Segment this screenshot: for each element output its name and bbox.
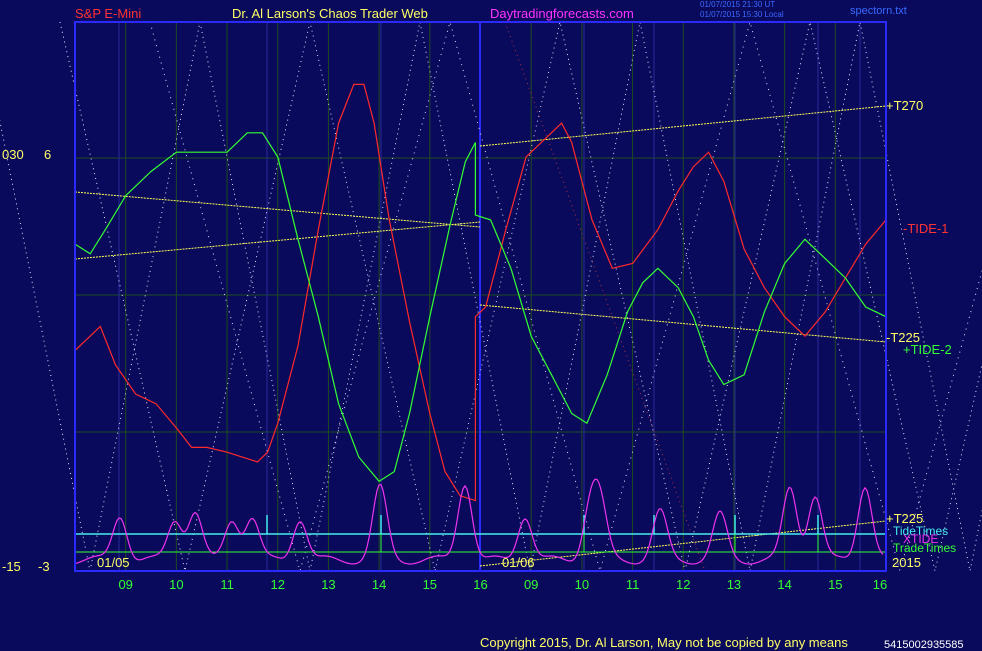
date-label-day2: 01/06 <box>502 555 535 570</box>
t225-neg-line <box>479 304 887 343</box>
file-label: spectorn.txt <box>850 5 907 17</box>
x-tick-label: 10 <box>169 577 183 592</box>
x-tick-labels: 09 10 11 12 13 14 15 16 09 10 11 12 13 14 15 16 <box>118 577 887 592</box>
x-tick-label: 15 <box>423 577 437 592</box>
series-tide-1 <box>74 83 887 502</box>
label-t225-neg: -T225 <box>886 330 920 345</box>
x-tick-label: 13 <box>321 577 335 592</box>
x-tick-label: 09 <box>118 577 132 592</box>
t270-line <box>479 105 887 147</box>
x-tick-label: 15 <box>828 577 842 592</box>
series-tide-2 <box>74 132 887 483</box>
x-tick-label: 13 <box>727 577 741 592</box>
left-label-lower-b: -3 <box>38 559 50 574</box>
x-tick-label: 11 <box>626 577 640 592</box>
label-tide2: +TIDE-2 <box>903 342 952 357</box>
label-tidetimes: TideTimes <box>893 524 949 538</box>
series-xtide <box>74 478 884 565</box>
bottom-panel <box>74 478 886 565</box>
label-tide1: -TIDE-1 <box>903 221 949 236</box>
label-t225-pos: +T225 <box>886 511 924 526</box>
up-line-1 <box>74 221 481 260</box>
x-tick-label: 14 <box>777 577 791 592</box>
symbol-label: S&P E-Mini <box>75 6 142 21</box>
timestamp-ut: 01/07/2015 21:30 UT <box>700 0 776 9</box>
dotted-cycle-lines <box>0 20 982 573</box>
label-tradetimes: TradeTimes <box>893 541 957 555</box>
left-label-upper-b: 6 <box>44 147 52 162</box>
date-label-day1: 01/05 <box>97 555 130 570</box>
footer-code: 5415002935585 <box>884 639 964 651</box>
label-t270: +T270 <box>886 98 924 113</box>
x-tick-label: 14 <box>372 577 386 592</box>
left-label-upper-a: 030 <box>2 147 24 162</box>
site-link[interactable]: Daytradingforecasts.com <box>490 6 634 21</box>
label-xtide: XTIDE <box>903 532 939 546</box>
down-line-1 <box>74 191 481 228</box>
x-tick-label: 16 <box>473 577 487 592</box>
left-label-lower-a: -15 <box>2 559 21 574</box>
series-lines <box>74 83 887 502</box>
chart-title: Dr. Al Larson's Chaos Trader Web <box>232 6 428 21</box>
x-tick-label: 09 <box>524 577 538 592</box>
x-tick-label: 10 <box>575 577 589 592</box>
x-tick-label: 12 <box>271 577 285 592</box>
x-tick-label: 16 <box>873 577 887 592</box>
grid-lines <box>75 22 886 571</box>
timestamp-local: 01/07/2015 15:30 Local <box>700 10 784 19</box>
cycle-dots-a <box>0 21 982 572</box>
date-label-year: 2015 <box>892 555 921 570</box>
x-tick-label: 12 <box>676 577 690 592</box>
cycle-dots-b <box>59 21 982 572</box>
copyright-text: Copyright 2015, Dr. Al Larson, May not b… <box>480 635 848 650</box>
plot-frame <box>74 21 887 572</box>
x-tick-label: 11 <box>220 577 234 592</box>
